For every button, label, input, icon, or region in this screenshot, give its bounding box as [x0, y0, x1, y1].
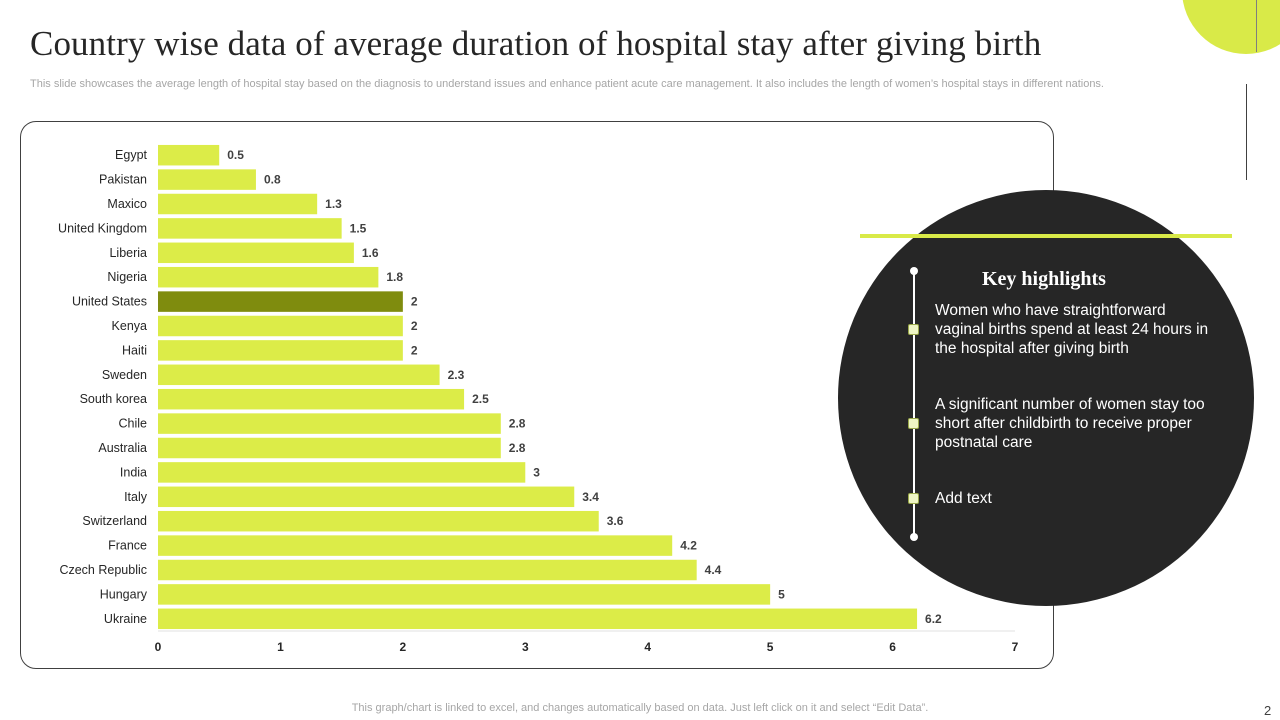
category-label: Czech Republic [59, 563, 147, 577]
x-tick-label: 7 [1012, 640, 1019, 654]
value-label: 2.8 [509, 441, 526, 455]
category-label: Chile [119, 417, 148, 431]
page-number: 2 [1264, 703, 1272, 718]
value-label: 3.4 [582, 490, 599, 504]
bullet-marker-2 [908, 418, 919, 429]
footer-note: This graph/chart is linked to excel, and… [351, 702, 929, 714]
bar-pakistan[interactable] [158, 169, 256, 190]
x-tick-label: 0 [155, 640, 162, 654]
category-label: Haiti [122, 343, 147, 357]
category-label: Kenya [112, 319, 147, 333]
timeline-end-dot [910, 533, 918, 541]
bar-czech-republic[interactable] [158, 559, 697, 581]
value-label: 2 [411, 319, 418, 333]
category-label: South korea [80, 392, 147, 406]
bar-switzerland[interactable] [158, 510, 599, 532]
category-label: Australia [98, 441, 147, 455]
bar-hungary[interactable] [158, 584, 771, 605]
bar-kenya[interactable] [158, 315, 403, 337]
accent-line [860, 234, 1232, 238]
decorative-line-top [1256, 0, 1257, 52]
x-tick-label: 3 [522, 640, 529, 654]
timeline-start-dot [910, 267, 918, 275]
x-tick-label: 6 [889, 640, 896, 654]
category-label: Egypt [115, 148, 147, 162]
bar-india[interactable] [158, 462, 526, 483]
bar-sweden[interactable] [158, 364, 440, 386]
bar-italy[interactable] [158, 486, 575, 508]
page-subtitle: This slide showcases the average length … [30, 78, 1104, 90]
category-label: United Kingdom [58, 221, 147, 235]
category-label: Italy [124, 490, 148, 504]
key-highlights-title: Key highlights [982, 268, 1106, 290]
value-label: 3.6 [607, 514, 624, 528]
bar-united-kingdom[interactable] [158, 218, 342, 239]
x-tick-label: 4 [644, 640, 651, 654]
category-label: Nigeria [107, 270, 147, 284]
timeline-line [913, 271, 915, 537]
bar-maxico[interactable] [158, 193, 318, 215]
bar-haiti[interactable] [158, 340, 403, 361]
decorative-line-right [1246, 84, 1247, 180]
category-label: Switzerland [82, 514, 147, 528]
bar-united-states[interactable] [158, 291, 403, 312]
value-label: 2 [411, 295, 418, 309]
highlight-item-1[interactable]: Women who have straightforward vaginal b… [935, 302, 1209, 357]
value-label: 3 [533, 465, 540, 479]
value-label: 1.6 [362, 246, 379, 260]
bar-ukraine[interactable] [158, 608, 918, 630]
value-label: 2.5 [472, 392, 489, 406]
x-tick-label: 2 [400, 640, 407, 654]
value-label: 4.2 [680, 539, 697, 553]
value-label: 1.8 [386, 270, 403, 284]
value-label: 1.5 [350, 221, 367, 235]
value-label: 5 [778, 587, 785, 601]
bar-liberia[interactable] [158, 242, 354, 264]
highlight-item-2[interactable]: A significant number of women stay too s… [935, 396, 1205, 451]
value-label: 0.5 [227, 148, 244, 162]
key-highlights-panel [838, 190, 1254, 606]
value-label: 2.8 [509, 417, 526, 431]
value-label: 0.8 [264, 173, 281, 187]
x-tick-label: 5 [767, 640, 774, 654]
bar-egypt[interactable] [158, 144, 220, 166]
bullet-marker-1 [908, 324, 919, 335]
category-label: Hungary [100, 587, 148, 601]
value-label: 1.3 [325, 197, 342, 211]
category-label: Sweden [102, 368, 147, 382]
bar-australia[interactable] [158, 437, 501, 459]
value-label: 2.3 [448, 368, 465, 382]
bar-chile[interactable] [158, 413, 501, 434]
page-title: Country wise data of average duration of… [30, 24, 1042, 63]
x-tick-label: 1 [277, 640, 284, 654]
bar-france[interactable] [158, 535, 673, 556]
bar-south-korea[interactable] [158, 388, 465, 410]
highlight-item-3[interactable]: Add text [935, 490, 992, 507]
category-label: Maxico [107, 197, 147, 211]
value-label: 2 [411, 343, 418, 357]
category-label: Ukraine [104, 612, 147, 626]
category-label: Liberia [109, 246, 147, 260]
bar-nigeria[interactable] [158, 266, 379, 288]
value-label: 4.4 [705, 563, 722, 577]
category-label: Pakistan [99, 173, 147, 187]
category-label: France [108, 539, 147, 553]
value-label: 6.2 [925, 612, 942, 626]
category-label: United States [72, 295, 147, 309]
category-label: India [120, 465, 147, 479]
bullet-marker-3 [908, 493, 919, 504]
